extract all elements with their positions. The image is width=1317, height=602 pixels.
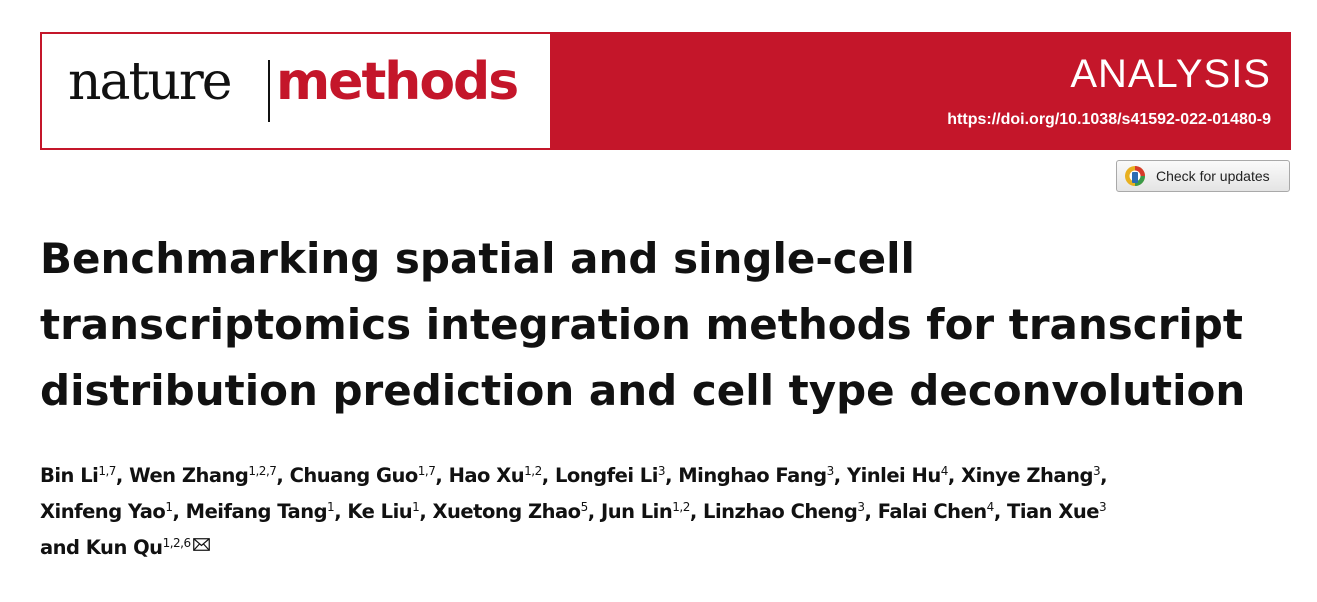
title-line: Benchmarking spatial and single-cell — [40, 234, 915, 283]
author-affiliation: 1,7 — [98, 464, 116, 478]
author-name-text: Xuetong Zhao — [432, 500, 582, 523]
author-affiliation: 4 — [986, 500, 995, 514]
author-name[interactable]: Linzhao Cheng3 — [703, 500, 865, 523]
envelope-icon[interactable] — [192, 538, 210, 551]
author-affiliation: 1,2 — [524, 464, 542, 478]
author-name-text: Jun Lin — [600, 500, 673, 523]
author-list: Bin Li1,7, Wen Zhang1,2,7, Chuang Guo1,7… — [40, 458, 1300, 566]
author-affiliation: 4 — [940, 464, 949, 478]
title-line: distribution prediction and cell type de… — [40, 366, 1246, 415]
author-affiliation: 3 — [857, 500, 865, 514]
author-affiliation: 1,7 — [417, 464, 436, 478]
author-affiliation: 1 — [165, 500, 173, 514]
author-name[interactable]: and Kun Qu1,2,6 — [40, 536, 191, 559]
author-name-text: Yinlei Hu — [846, 464, 941, 487]
crossmark-icon — [1125, 166, 1145, 186]
logo-nature-text: nature — [68, 52, 233, 112]
author-separator: , — [587, 500, 601, 523]
author-name-text: Chuang Guo — [289, 464, 419, 487]
author-name-text: Bin Li — [40, 464, 99, 487]
author-name-text: Linzhao Cheng — [703, 500, 858, 523]
title-line: transcriptomics integration methods for … — [40, 300, 1243, 349]
author-affiliation: 3 — [1098, 500, 1107, 514]
author-affiliation: 3 — [1092, 464, 1101, 478]
author-name-text: Meifang Tang — [185, 500, 328, 523]
author-name[interactable]: Minghao Fang3 — [678, 464, 835, 487]
author-name-text: Hao Xu — [448, 464, 525, 487]
author-name-text: Ke Liu — [347, 500, 413, 523]
author-separator: , — [947, 464, 962, 487]
author-affiliation: 1 — [412, 500, 420, 514]
author-name-text: Tian Xue — [1007, 500, 1099, 523]
author-separator: , — [334, 500, 348, 523]
author-separator: , — [689, 500, 704, 523]
doi-link[interactable]: https://doi.org/10.1038/s41592-022-01480… — [947, 111, 1271, 128]
author-name[interactable]: Falai Chen4 — [877, 500, 995, 523]
journal-logo[interactable]: nature methods — [42, 34, 550, 148]
author-separator: , — [1100, 464, 1107, 487]
author-affiliation: 1,2,7 — [248, 464, 277, 478]
logo-methods-text: methods — [276, 52, 519, 112]
author-name[interactable]: Wen Zhang1,2,7 — [129, 464, 277, 487]
author-line: Xinfeng Yao1, Meifang Tang1, Ke Liu1, Xu… — [40, 494, 1300, 530]
author-affiliation: 1,2,6 — [162, 536, 192, 550]
author-affiliation: 1,2 — [672, 500, 690, 514]
author-name[interactable]: Tian Xue3 — [1007, 500, 1107, 523]
journal-banner: nature methods ANALYSIS https://doi.org/… — [40, 32, 1291, 150]
author-separator: , — [276, 464, 290, 487]
author-name[interactable]: Jun Lin1,2 — [601, 500, 690, 523]
author-name[interactable]: Bin Li1,7 — [40, 464, 116, 487]
author-name[interactable]: Longfei Li3 — [554, 464, 666, 487]
author-name-text: Xinye Zhang — [961, 464, 1093, 487]
author-affiliation: 1 — [327, 500, 335, 514]
author-name[interactable]: Hao Xu1,2 — [448, 464, 543, 487]
author-name-text: Xinfeng Yao — [40, 500, 166, 523]
author-name-text: Wen Zhang — [129, 464, 249, 487]
author-separator: , — [665, 464, 679, 487]
article-type-label: ANALYSIS — [1070, 52, 1271, 96]
author-name[interactable]: Xinye Zhang3 — [961, 464, 1101, 487]
author-separator: , — [172, 500, 186, 523]
logo-divider — [268, 60, 270, 122]
author-name[interactable]: Meifang Tang1 — [186, 500, 335, 523]
author-name[interactable]: Yinlei Hu4 — [847, 464, 948, 487]
author-separator: , — [435, 464, 449, 487]
check-for-updates-label: Check for updates — [1156, 168, 1270, 184]
author-separator: , — [115, 464, 130, 487]
author-affiliation: 5 — [580, 500, 589, 514]
check-for-updates-button[interactable]: Check for updates — [1116, 160, 1290, 192]
author-separator: , — [541, 464, 555, 487]
author-name-text: Falai Chen — [877, 500, 987, 523]
author-separator: , — [993, 500, 1008, 523]
author-line: Bin Li1,7, Wen Zhang1,2,7, Chuang Guo1,7… — [40, 458, 1300, 494]
author-name-text: Minghao Fang — [678, 464, 827, 487]
article-title: Benchmarking spatial and single-cell tra… — [40, 226, 1310, 424]
author-name[interactable]: Xinfeng Yao1 — [40, 500, 173, 523]
author-name-text: and Kun Qu — [40, 536, 163, 559]
author-name[interactable]: Xuetong Zhao5 — [432, 500, 589, 523]
author-name[interactable]: Chuang Guo1,7 — [290, 464, 436, 487]
author-line: and Kun Qu1,2,6 — [40, 530, 1300, 566]
author-name-text: Longfei Li — [554, 464, 658, 487]
author-separator: , — [864, 500, 878, 523]
author-name[interactable]: Ke Liu1 — [347, 500, 419, 523]
author-affiliation: 3 — [657, 464, 666, 478]
author-affiliation: 3 — [826, 464, 835, 478]
author-separator: , — [419, 500, 433, 523]
author-separator: , — [833, 464, 847, 487]
